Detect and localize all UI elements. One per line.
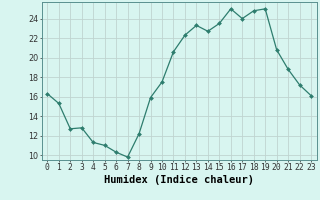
X-axis label: Humidex (Indice chaleur): Humidex (Indice chaleur) [104, 175, 254, 185]
